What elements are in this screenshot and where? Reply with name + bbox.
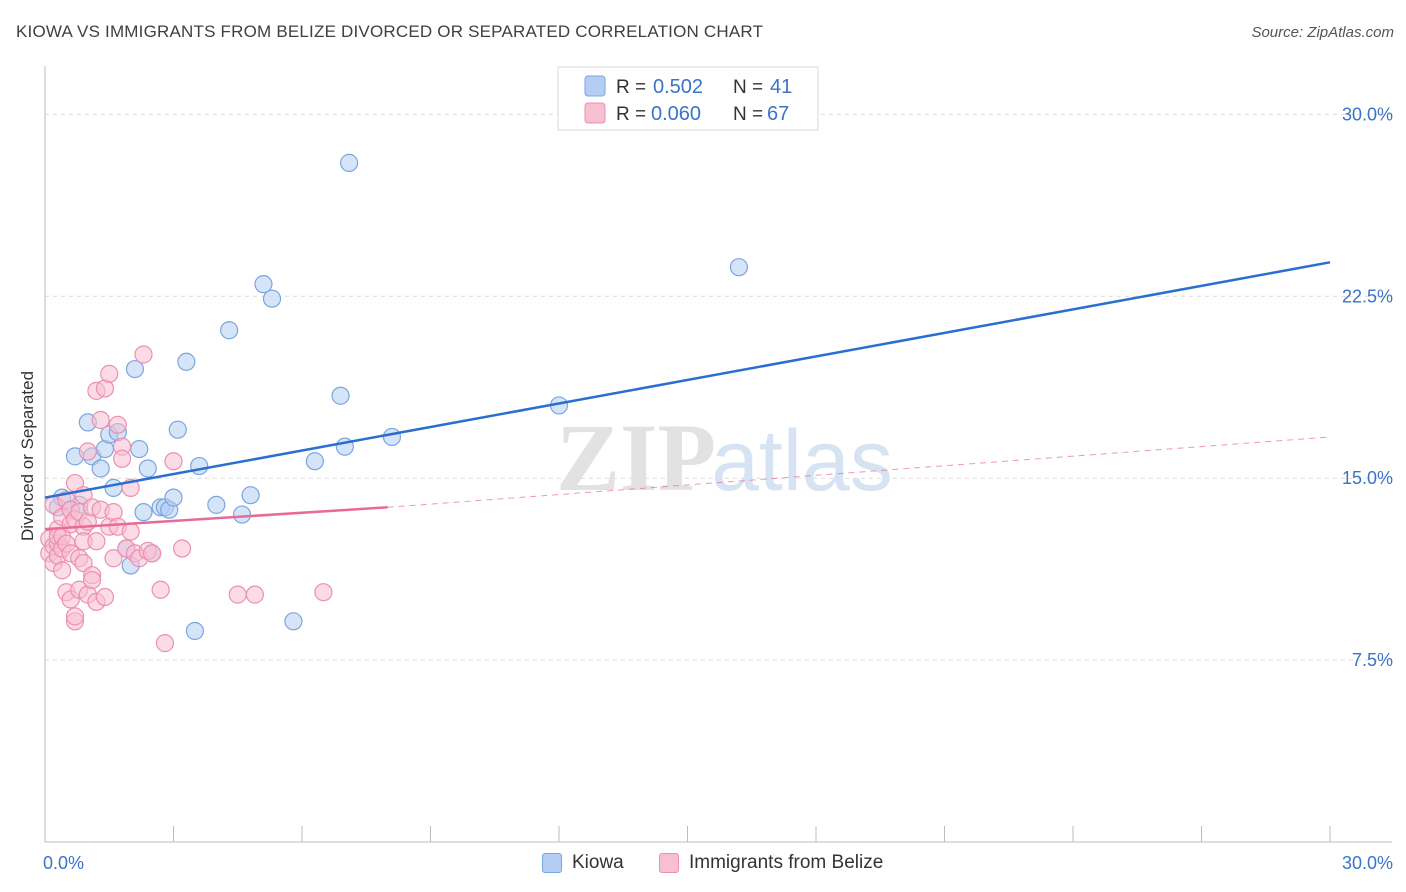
belize-point: [155, 634, 175, 653]
legend-swatch-belize: [584, 102, 606, 124]
belize-point: [172, 539, 192, 558]
kiowa-points: [48, 153, 749, 641]
kiowa-point: [134, 503, 153, 522]
kiowa-point: [177, 352, 196, 371]
belize-point: [78, 442, 97, 461]
legend-swatch-kiowa: [584, 75, 606, 97]
legend-n-label-belize: N =: [733, 104, 763, 125]
belize-point: [151, 580, 170, 599]
belize-point: [108, 415, 127, 434]
kiowa-point: [232, 505, 252, 524]
legend-item-belize: Immigrants from Belize: [659, 852, 883, 874]
y-tick-labels: 7.5% 15.0% 22.5% 30.0%: [1342, 104, 1393, 670]
belize-point: [100, 364, 119, 383]
grid-lines: [45, 113, 1392, 661]
belize-point: [95, 587, 115, 607]
kiowa-point: [284, 612, 303, 631]
kiowa-point: [138, 459, 157, 478]
y-tick-label: 15.0%: [1342, 468, 1393, 488]
legend-r-label-belize: R =: [616, 104, 646, 125]
y-tick-label: 30.0%: [1342, 104, 1393, 124]
legend-n-label-kiowa: N =: [733, 77, 763, 98]
kiowa-point: [190, 456, 209, 476]
kiowa-point: [220, 321, 239, 340]
y-tick-label: 7.5%: [1352, 650, 1393, 670]
legend-top: R = 0.502 N = 41 R = 0.060 N = 67: [557, 66, 819, 131]
belize-point: [164, 452, 183, 471]
belize-point: [87, 532, 106, 551]
belize-point: [65, 607, 85, 626]
belize-point: [121, 522, 140, 541]
belize-points: [40, 345, 333, 653]
belize-point: [134, 345, 153, 364]
kiowa-point: [164, 488, 183, 507]
belize-point: [245, 585, 264, 604]
legend-bottom: Kiowa Immigrants from Belize: [0, 852, 1406, 878]
belize-point: [112, 449, 132, 468]
kiowa-point: [91, 459, 110, 478]
kiowa-point: [207, 495, 226, 514]
y-axis-label: Divorced or Separated: [18, 371, 37, 541]
legend-item-kiowa: Kiowa: [542, 852, 624, 874]
belize-point: [314, 583, 333, 602]
kiowa-point: [262, 289, 282, 308]
kiowa-point: [125, 359, 145, 379]
kiowa-point: [241, 486, 260, 505]
kiowa-point: [254, 275, 273, 294]
source-credit: Source: ZipAtlas.com: [1251, 24, 1394, 41]
belize-point: [83, 570, 102, 590]
belize-point: [53, 561, 72, 580]
kiowa-point: [729, 258, 749, 277]
kiowa-point: [130, 439, 149, 459]
watermark-atlas: atlas: [711, 413, 893, 509]
kiowa-point: [340, 153, 359, 172]
trend-lines: [44, 261, 1331, 531]
legend-n-value-belize: 67: [767, 103, 789, 125]
legend-r-value-belize: 0.060: [651, 103, 701, 125]
legend-n-value-kiowa: 41: [770, 76, 792, 98]
belize-trend-line-extension: [387, 436, 1331, 508]
watermark: ZIP atlas: [556, 404, 893, 511]
legend-label-belize: Immigrants from Belize: [689, 852, 884, 873]
axes: [44, 66, 1392, 843]
x-tick-label: 0.0%: [43, 853, 84, 873]
legend-r-value-kiowa: 0.502: [653, 76, 703, 98]
kiowa-trend-line: [44, 261, 1331, 499]
x-tick-labels: 0.0% 30.0%: [43, 853, 1393, 873]
legend-swatch-belize: [659, 853, 679, 873]
kiowa-point: [185, 621, 205, 641]
belize-point: [104, 549, 123, 568]
legend-label-kiowa: Kiowa: [572, 852, 624, 873]
legend-r-label-kiowa: R =: [616, 77, 646, 98]
kiowa-point: [305, 452, 324, 471]
belize-point: [142, 544, 162, 563]
chart-title: KIOWA VS IMMIGRANTS FROM BELIZE DIVORCED…: [16, 22, 764, 41]
legend-swatch-kiowa: [542, 853, 562, 873]
y-tick-label: 22.5%: [1342, 286, 1393, 306]
kiowa-point: [331, 386, 350, 405]
kiowa-point: [168, 420, 187, 439]
x-tick-label: 30.0%: [1342, 853, 1393, 873]
belize-point: [91, 410, 110, 430]
watermark-zip: ZIP: [556, 404, 716, 511]
kiowa-point: [104, 478, 123, 497]
belize-trend-line: [44, 506, 388, 531]
belize-point: [228, 585, 247, 604]
kiowa-point: [382, 427, 402, 447]
